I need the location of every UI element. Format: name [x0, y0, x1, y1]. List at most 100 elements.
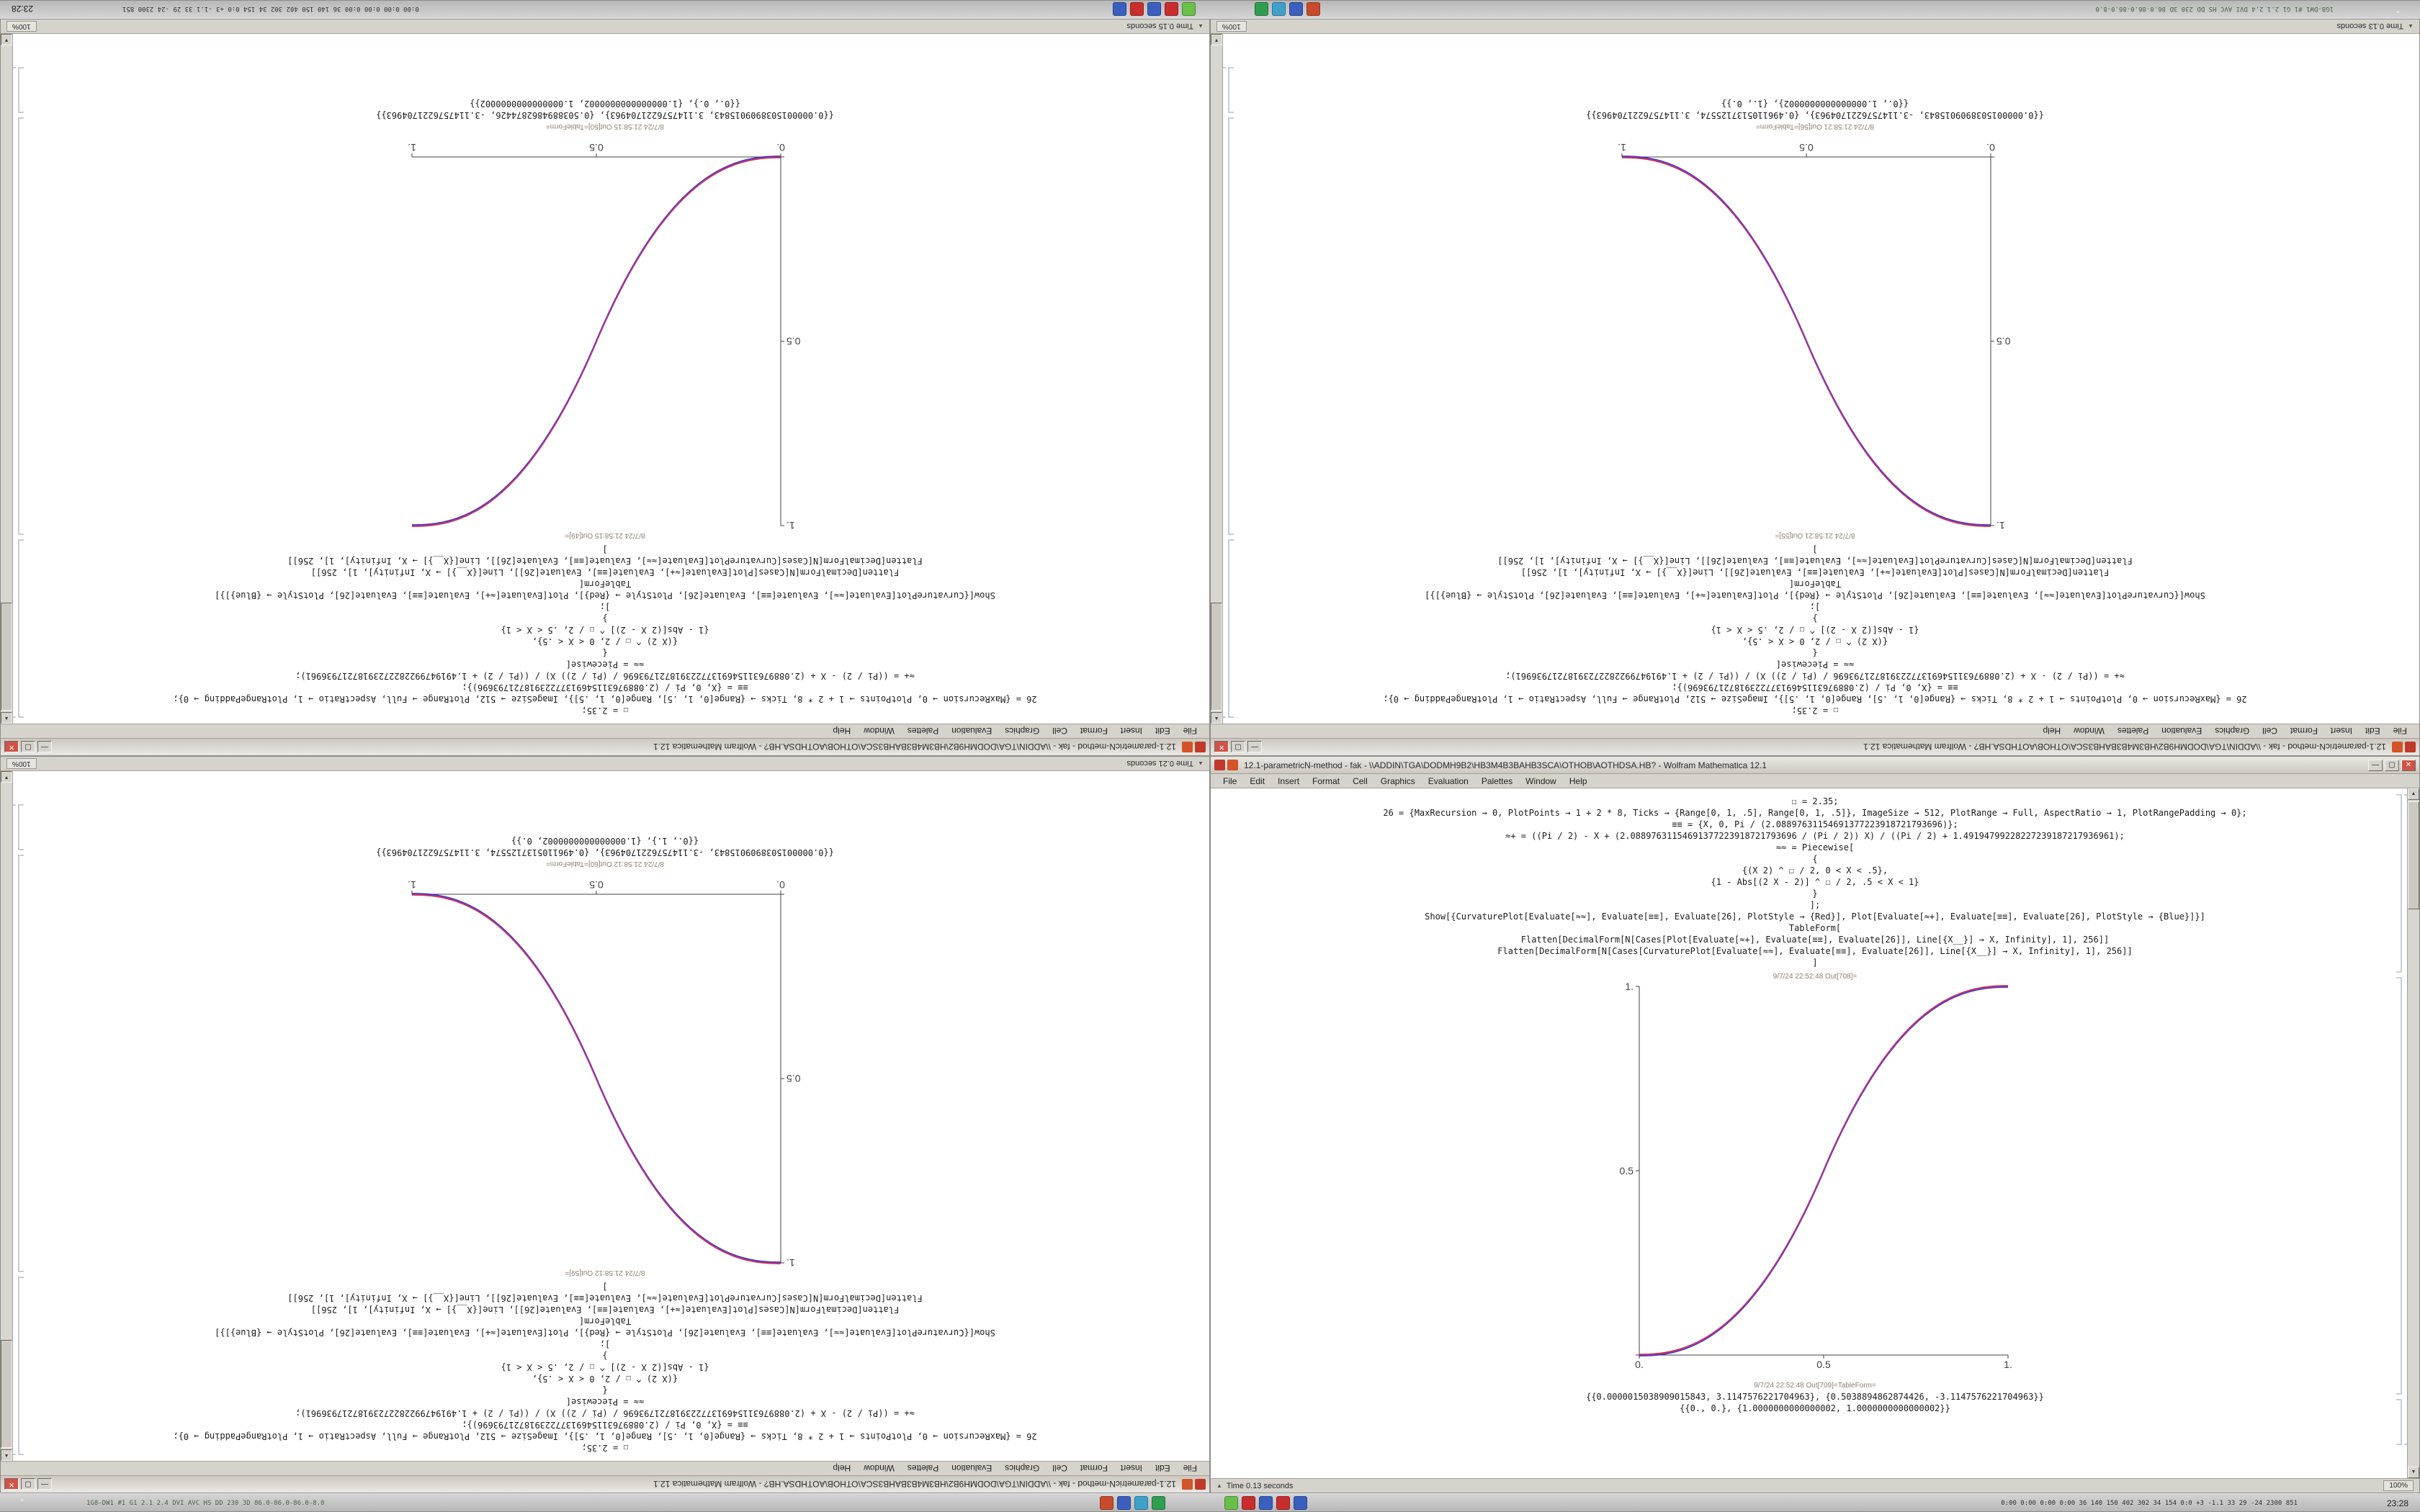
cell-bracket[interactable] [18, 804, 24, 850]
taskbar-app-icon-6[interactable] [1165, 2, 1178, 16]
titlebar[interactable]: 12.1-parametricN-method - fak - \\ADDIN\… [1, 738, 1209, 755]
menu-item[interactable]: Palettes [907, 1463, 939, 1474]
cell-bracket[interactable] [1228, 67, 1234, 113]
status-caret-icon[interactable]: ▲ [1198, 23, 1204, 30]
taskbar-app-icon-7[interactable] [1147, 2, 1161, 16]
cell-bracket[interactable] [18, 67, 24, 113]
menu-item[interactable]: Insert [1278, 775, 1300, 786]
cell-bracket[interactable] [2396, 1399, 2402, 1445]
maximize-button[interactable]: ▢ [21, 741, 35, 753]
zoom-level[interactable]: 100% [6, 21, 37, 32]
menu-item[interactable]: Help [833, 726, 851, 737]
code-cell[interactable]: ☐ = 2.35; 26 = {MaxRecursion → 0, PlotPoi… [1211, 796, 2419, 968]
menu-item[interactable]: Palettes [1481, 775, 1513, 786]
menu-item[interactable]: Window [2074, 726, 2105, 737]
maximize-button[interactable]: ▢ [21, 1478, 35, 1490]
taskbar-app-icon-9[interactable] [1294, 1496, 1307, 1510]
status-caret-icon[interactable]: ▲ [1216, 1482, 1222, 1489]
titlebar[interactable]: 12.1-parametricN-method - fak - \\ADDIN\… [1211, 757, 2419, 774]
scroll-up-button[interactable]: ▲ [1211, 712, 1222, 724]
maximize-button[interactable]: ▢ [1231, 741, 1245, 753]
taskbar-app-icon-4[interactable] [1255, 2, 1268, 16]
menu-item[interactable]: Graphics [1005, 726, 1040, 737]
cell-bracket[interactable] [18, 1277, 24, 1455]
menu-item[interactable]: Help [2043, 726, 2061, 737]
taskbar-app-icon-5[interactable] [1182, 2, 1196, 16]
menu-item[interactable]: Palettes [907, 726, 939, 737]
menu-item[interactable]: Format [1080, 1463, 1108, 1474]
menu-item[interactable]: Graphics [2215, 726, 2250, 737]
menu-item[interactable]: Evaluation [2161, 726, 2202, 737]
menu-item[interactable]: Insert [2330, 726, 2352, 737]
cell-bracket[interactable] [2396, 977, 2402, 1395]
menu-item[interactable]: Edit [1250, 775, 1265, 786]
minimize-button[interactable]: — [2368, 759, 2383, 771]
code-cell[interactable]: ☐ = 2.35; 26 = {MaxRecursion → 0, PlotPoi… [1, 1281, 1209, 1454]
menu-item[interactable]: File [2393, 726, 2407, 737]
menu-item[interactable]: Window [864, 726, 895, 737]
scrollbar[interactable]: ▲ ▼ [1211, 34, 1223, 724]
taskbar-app-icon-2[interactable] [1117, 1496, 1131, 1510]
minimize-button[interactable]: — [1247, 741, 1262, 753]
scroll-up-button[interactable]: ▲ [1, 1449, 12, 1461]
menu-item[interactable]: File [1183, 726, 1197, 737]
code-cell[interactable]: ☐ = 2.35; 26 = {MaxRecursion → 0, PlotPoi… [1211, 544, 2419, 716]
code-cell[interactable]: ☐ = 2.35; 26 = {MaxRecursion → 0, PlotPoi… [1, 544, 1209, 716]
cell-bracket[interactable] [1228, 539, 1234, 718]
scrollbar[interactable]: ▲ ▼ [1, 771, 13, 1461]
menu-item[interactable]: Insert [1120, 1463, 1142, 1474]
menu-item[interactable]: Edit [2365, 726, 2380, 737]
menu-item[interactable]: Help [1569, 775, 1587, 786]
menu-item[interactable]: Palettes [2117, 726, 2149, 737]
taskbar-app-icon-1[interactable] [1307, 2, 1320, 16]
menu-item[interactable]: Evaluation [1428, 775, 1469, 786]
status-caret-icon[interactable]: ▲ [2408, 23, 2414, 30]
menu-item[interactable]: Format [2290, 726, 2318, 737]
taskbar-app-icon-8[interactable] [1276, 1496, 1290, 1510]
taskbar-app-icon-4[interactable] [1152, 1496, 1165, 1510]
close-button[interactable]: ✕ [4, 1478, 19, 1490]
scroll-down-button[interactable]: ▼ [1211, 34, 1222, 45]
menu-item[interactable]: Cell [1052, 726, 1067, 737]
status-caret-icon[interactable]: ▲ [1198, 760, 1204, 767]
cell-bracket[interactable] [1228, 117, 1234, 535]
menu-item[interactable]: Edit [1155, 726, 1170, 737]
menu-item[interactable]: Cell [2262, 726, 2277, 737]
menu-item[interactable]: Format [1312, 775, 1340, 786]
taskbar-app-icon-5[interactable] [1224, 1496, 1238, 1510]
menu-item[interactable]: Edit [1155, 1463, 1170, 1474]
taskbar-app-icon-3[interactable] [1134, 1496, 1148, 1510]
taskbar-app-icon-8[interactable] [1130, 2, 1144, 16]
scrollbar-thumb[interactable] [1, 603, 12, 711]
menu-item[interactable]: Insert [1120, 726, 1142, 737]
menu-item[interactable]: Help [833, 1463, 851, 1474]
menu-item[interactable]: File [1223, 775, 1237, 786]
titlebar[interactable]: 12.1-parametricN-method - fak - \\ADDIN\… [1, 1475, 1209, 1493]
zoom-level[interactable]: 100% [1216, 21, 1247, 32]
taskbar-caret-icon[interactable]: ⌃ [2394, 5, 2401, 14]
scroll-down-button[interactable]: ▼ [2408, 1467, 2419, 1478]
close-button[interactable]: ✕ [1214, 741, 1229, 753]
cell-bracket[interactable] [18, 855, 24, 1272]
cell-bracket[interactable] [18, 539, 24, 718]
menu-item[interactable]: Graphics [1005, 1463, 1040, 1474]
scroll-up-button[interactable]: ▲ [2408, 788, 2419, 800]
scrollbar-thumb[interactable] [1, 1340, 12, 1448]
close-button[interactable]: ✕ [2401, 759, 2416, 771]
taskbar-app-icon-3[interactable] [1272, 2, 1286, 16]
titlebar[interactable]: 12.1-parametricN-method - fak - \\ADDIN\… [1211, 738, 2419, 755]
maximize-button[interactable]: ▢ [2385, 759, 2399, 771]
scrollbar-thumb[interactable] [1211, 603, 1222, 711]
close-button[interactable]: ✕ [4, 741, 19, 753]
menu-item[interactable]: File [1183, 1463, 1197, 1474]
minimize-button[interactable]: — [37, 1478, 52, 1490]
taskbar-app-icon-9[interactable] [1113, 2, 1126, 16]
menu-item[interactable]: Evaluation [951, 1463, 992, 1474]
menu-item[interactable]: Graphics [1380, 775, 1415, 786]
menu-item[interactable]: Window [864, 1463, 895, 1474]
taskbar-app-icon-6[interactable] [1242, 1496, 1255, 1510]
menu-item[interactable]: Window [1525, 775, 1556, 786]
taskbar-app-icon-1[interactable] [1100, 1496, 1113, 1510]
cell-bracket[interactable] [18, 117, 24, 535]
taskbar-caret-icon[interactable]: ⌃ [19, 1498, 26, 1507]
